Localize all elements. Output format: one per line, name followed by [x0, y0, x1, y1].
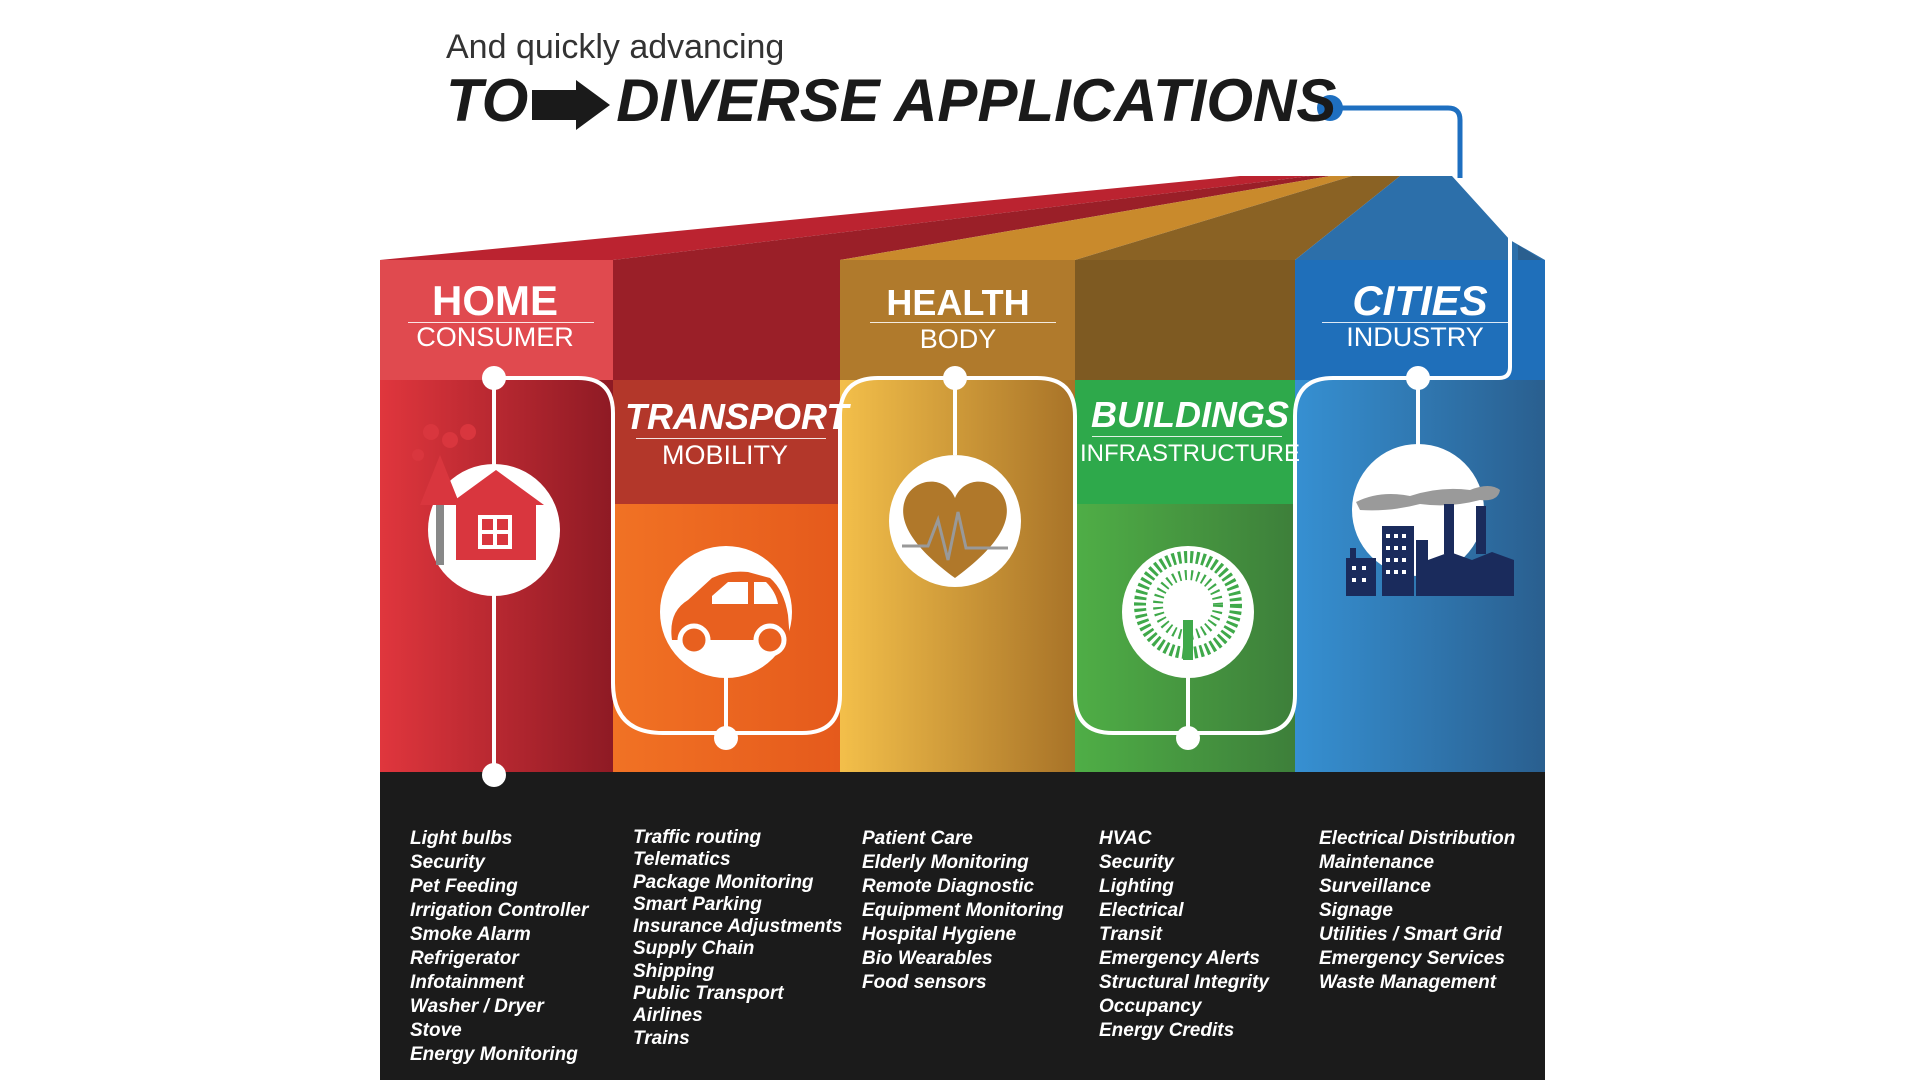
- list-item: Occupancy: [1099, 996, 1202, 1017]
- list-item: Equipment Monitoring: [862, 900, 1064, 921]
- buildings-application-list: HVAC Security Lighting Electrical Transi…: [1099, 827, 1269, 1043]
- list-item: Light bulbs: [410, 828, 513, 849]
- cities-title: CITIES: [1352, 277, 1488, 324]
- list-item: Bio Wearables: [862, 948, 993, 969]
- list-item: Food sensors: [862, 972, 987, 993]
- list-item: Transit: [1099, 924, 1163, 945]
- list-item: Infotainment: [410, 972, 524, 993]
- list-item: Signage: [1319, 900, 1393, 921]
- list-item: Public Transport: [633, 983, 784, 1005]
- headline-connector: [1317, 95, 1463, 178]
- cities-application-list: Electrical Distribution Maintenance Surv…: [1319, 827, 1515, 995]
- cities-divider: [1322, 322, 1508, 323]
- perspective-ribbons: [380, 176, 1545, 380]
- buildings-divider: [1092, 436, 1282, 437]
- list-item: Energy Credits: [1099, 1020, 1235, 1041]
- list-item: Surveillance: [1319, 876, 1431, 897]
- health-application-list: Patient Care Elderly Monitoring Remote D…: [862, 827, 1064, 995]
- list-item: Pet Feeding: [410, 876, 518, 897]
- flow-nodes: [482, 366, 1430, 787]
- list-item: Electrical: [1099, 900, 1184, 921]
- list-item: Insurance Adjustments: [633, 916, 843, 938]
- list-item: Supply Chain: [633, 938, 755, 960]
- home-divider: [408, 322, 594, 323]
- heart-pulse-icon: [889, 455, 1021, 587]
- list-item: Energy Monitoring: [410, 1044, 578, 1065]
- list-item: HVAC: [1099, 828, 1152, 849]
- list-item: Remote Diagnostic: [862, 876, 1035, 897]
- cities-subtitle: INDUSTRY: [1346, 322, 1484, 352]
- list-item: Washer / Dryer: [410, 996, 544, 1017]
- list-item: Hospital Hygiene: [862, 924, 1017, 945]
- list-item: Electrical Distribution: [1319, 828, 1516, 849]
- headline-to: TO: [446, 67, 529, 134]
- list-item: Stove: [410, 1020, 462, 1041]
- list-item: Shipping: [633, 960, 715, 982]
- home-subtitle: CONSUMER: [416, 322, 574, 352]
- transport-application-list: Traffic routing Telematics Package Monit…: [633, 827, 842, 1050]
- transport-divider: [636, 438, 826, 439]
- list-item: Emergency Services: [1319, 948, 1505, 969]
- buildings-subtitle: INFRASTRUCTURE: [1080, 440, 1300, 467]
- home-application-list: Light bulbs Security Pet Feeding Irrigat…: [410, 827, 588, 1067]
- list-item: Irrigation Controller: [410, 900, 589, 921]
- list-item: Airlines: [633, 1005, 703, 1027]
- list-item: Waste Management: [1319, 972, 1497, 993]
- health-title: HEALTH: [886, 282, 1030, 323]
- tree-icon: [1122, 546, 1254, 678]
- list-item: Telematics: [633, 849, 731, 871]
- list-item: Smart Parking: [633, 893, 762, 915]
- list-item: Trains: [633, 1027, 690, 1049]
- factory-city-icon: [1346, 444, 1514, 596]
- list-item: Elderly Monitoring: [862, 852, 1029, 873]
- list-item: Lighting: [1099, 876, 1174, 897]
- headline-main: DIVERSE APPLICATIONS: [616, 67, 1337, 134]
- list-item: Traffic routing: [633, 827, 762, 848]
- intro-text: And quickly advancing: [446, 28, 785, 66]
- transport-title: TRANSPORT: [625, 396, 849, 437]
- list-item: Emergency Alerts: [1099, 948, 1260, 969]
- home-title: HOME: [432, 277, 558, 324]
- headline: TO DIVERSE APPLICATIONS: [446, 66, 1336, 135]
- car-icon: [660, 546, 792, 678]
- transport-subtitle: MOBILITY: [661, 440, 789, 470]
- list-item: Patient Care: [862, 828, 973, 849]
- health-subtitle: BODY: [919, 324, 997, 354]
- list-item: Utilities / Smart Grid: [1319, 924, 1502, 945]
- applications-panel: [380, 772, 1545, 1080]
- list-item: Security: [410, 852, 485, 873]
- list-item: Security: [1099, 852, 1174, 873]
- flow-line: [492, 176, 1512, 775]
- list-item: Refrigerator: [410, 948, 519, 969]
- arrow-right-icon: [532, 80, 611, 131]
- list-item: Package Monitoring: [633, 871, 814, 893]
- list-item: Smoke Alarm: [410, 924, 531, 945]
- list-item: Structural Integrity: [1099, 972, 1269, 993]
- buildings-title: BUILDINGS: [1091, 394, 1289, 435]
- list-item: Maintenance: [1319, 852, 1435, 873]
- house-with-trees-icon: [412, 424, 560, 596]
- health-divider: [870, 322, 1056, 323]
